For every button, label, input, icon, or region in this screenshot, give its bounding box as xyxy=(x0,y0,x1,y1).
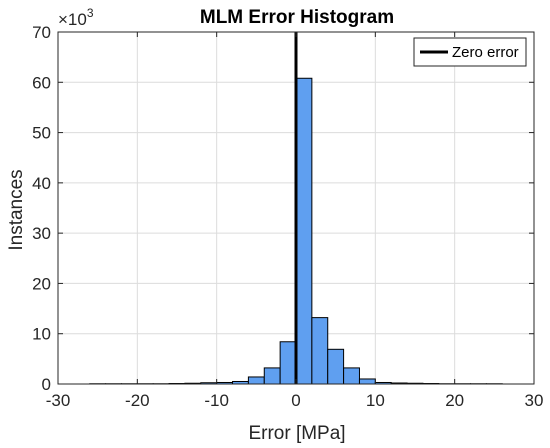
histogram-bar xyxy=(295,77,313,385)
y-tick-label: 40 xyxy=(32,174,51,193)
y-tick-label: 10 xyxy=(32,325,51,344)
x-tick-label: -20 xyxy=(125,391,150,410)
y-axis-label: Instances xyxy=(6,169,27,250)
x-tick-labels: -30 -20 -10 0 10 20 30 xyxy=(46,391,544,410)
y-multiplier-prefix: ×10 xyxy=(58,10,87,29)
histogram-bar xyxy=(247,376,265,385)
x-tick-label: 10 xyxy=(366,391,385,410)
y-tick-label: 50 xyxy=(32,124,51,143)
y-tick-label: 70 xyxy=(32,23,51,42)
y-multiplier-exponent: 3 xyxy=(87,6,94,20)
y-tick-label: 0 xyxy=(42,375,51,394)
x-tick-label: 30 xyxy=(525,391,544,410)
histogram-bar xyxy=(263,367,281,385)
histogram-bar xyxy=(279,341,297,385)
y-tick-labels: 0 10 20 30 40 50 60 70 xyxy=(32,23,51,394)
y-axis-multiplier: ×103 xyxy=(58,6,94,29)
x-tick-label: -30 xyxy=(46,391,71,410)
x-axis-label: Error [MPa] xyxy=(248,423,345,444)
x-tick-label: -10 xyxy=(204,391,229,410)
x-tick-label: 0 xyxy=(291,391,300,410)
legend-entry-zero-error: Zero error xyxy=(452,44,519,61)
histogram-bar xyxy=(311,317,329,385)
histogram-bar xyxy=(327,348,345,385)
y-tick-label: 30 xyxy=(32,224,51,243)
histogram-bar xyxy=(343,367,360,385)
y-tick-label: 60 xyxy=(32,73,51,92)
chart-title: MLM Error Histogram xyxy=(200,7,394,28)
x-tick-label: 20 xyxy=(445,391,464,410)
histogram-bar xyxy=(358,378,376,385)
y-tick-label: 20 xyxy=(32,274,51,293)
axes xyxy=(57,31,535,385)
legend: Zero error xyxy=(413,37,527,67)
